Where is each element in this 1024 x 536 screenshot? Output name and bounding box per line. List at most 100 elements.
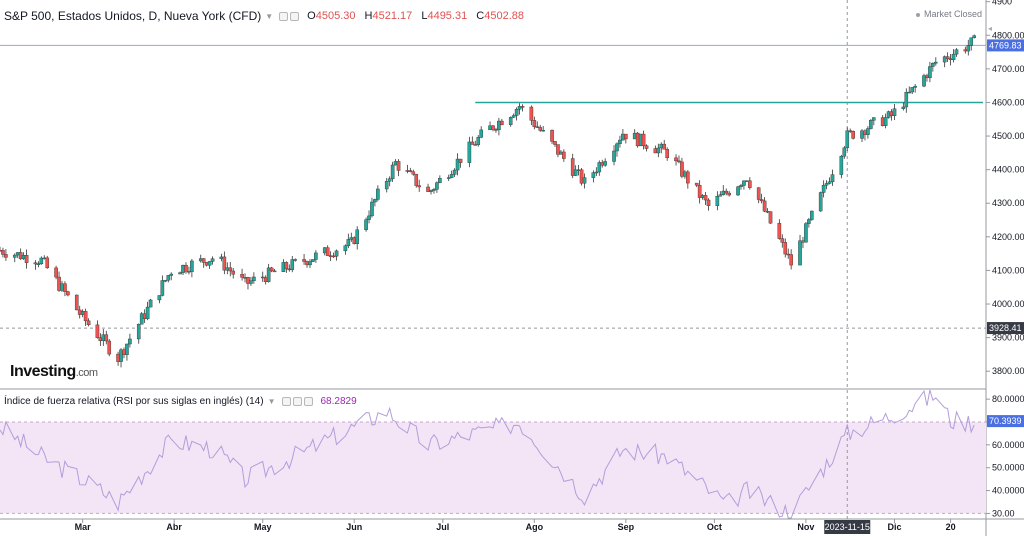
candle-body — [473, 144, 478, 146]
candle-body — [541, 129, 545, 132]
candle-body — [745, 180, 749, 182]
gear-icon[interactable] — [292, 397, 302, 406]
eye-icon[interactable] — [279, 11, 289, 21]
candle-body — [136, 324, 141, 340]
candle-body — [325, 247, 330, 256]
eye-icon[interactable] — [281, 397, 291, 406]
candle-body — [184, 264, 188, 272]
crosshair-date-tag: 2023-11-15 — [825, 522, 870, 532]
candle-body — [736, 186, 740, 196]
candle-body — [104, 334, 109, 342]
candle-body — [910, 87, 914, 93]
candle-body — [700, 195, 705, 198]
candle-body — [178, 272, 182, 275]
candle-body — [597, 162, 602, 173]
price-tick-label: 4600.00 — [992, 97, 1024, 107]
candle-body — [951, 53, 956, 60]
candle-body — [411, 171, 416, 175]
candle-body — [269, 267, 274, 272]
gear-icon[interactable] — [290, 11, 300, 21]
close-label: C — [476, 10, 485, 22]
chevron-down-icon[interactable]: ▼ — [265, 11, 274, 21]
candle-body — [343, 245, 348, 252]
candle-body — [352, 237, 357, 244]
candle-body — [166, 275, 171, 281]
candle-body — [470, 141, 475, 145]
candle-body — [305, 261, 309, 266]
candle-body — [228, 267, 233, 272]
candle-body — [21, 255, 26, 260]
candle-body — [851, 130, 855, 139]
candle-body — [615, 143, 619, 152]
candle-body — [706, 199, 711, 206]
candle-body — [883, 117, 888, 126]
candle-body — [966, 45, 971, 52]
candle-body — [148, 299, 153, 308]
candle-body — [674, 157, 678, 162]
candle-body — [449, 174, 454, 178]
rsi-band — [0, 422, 986, 514]
candle-body — [872, 117, 876, 121]
candle-body — [252, 276, 256, 281]
candle-body — [889, 111, 894, 116]
candle-body — [80, 311, 85, 315]
candle-body — [405, 170, 410, 172]
candle-body — [570, 158, 575, 176]
candle-body — [948, 58, 953, 60]
candle-body — [107, 340, 112, 355]
candle-body — [66, 291, 70, 296]
candle-body — [762, 200, 767, 212]
time-tick-label: Mar — [75, 522, 92, 532]
scale-arrows[interactable]: ◂ — [988, 24, 992, 34]
candle-body — [260, 276, 265, 279]
candle-body — [429, 190, 433, 192]
candle-body — [830, 174, 835, 183]
candle-body — [866, 128, 870, 135]
candle-body — [842, 147, 847, 157]
symbol-title: S&P 500, Estados Unidos, D, Nueva York (… — [4, 9, 262, 23]
candle-body — [125, 343, 129, 355]
candle-body — [163, 280, 168, 282]
candle-body — [818, 192, 823, 212]
candle-body — [491, 125, 495, 130]
candle-body — [739, 185, 743, 188]
price-tick-label: 4400.00 — [992, 165, 1024, 175]
candle-body — [972, 35, 976, 38]
candle-body — [618, 139, 622, 145]
candle-body — [780, 238, 785, 243]
candle-body — [54, 267, 58, 278]
time-tick-label: Abr — [166, 522, 182, 532]
candle-body — [697, 184, 702, 198]
candle-body — [390, 164, 395, 179]
price-tick-label: 3900.00 — [992, 333, 1024, 343]
rsi-tick-label: 50.0000 — [992, 463, 1024, 473]
candle-body — [331, 255, 336, 258]
candles-group — [0, 34, 976, 368]
candle-body — [759, 199, 764, 202]
crosshair-price-tag-bg — [987, 322, 1024, 335]
candle-body — [210, 258, 215, 262]
time-tick-label: Ago — [526, 522, 544, 532]
candle-body — [777, 222, 782, 239]
candle-body — [869, 120, 873, 129]
candle-body — [511, 115, 516, 118]
candle-body — [417, 185, 421, 188]
candle-body — [635, 132, 640, 147]
close-icon[interactable] — [303, 397, 313, 406]
candle-body — [848, 130, 853, 132]
candle-body — [384, 181, 389, 190]
candle-body — [632, 132, 637, 140]
arrow-left-icon[interactable]: ◂ — [988, 24, 993, 33]
market-status-text: Market Closed — [923, 9, 982, 19]
candle-body — [77, 309, 82, 315]
candle-body — [662, 143, 667, 150]
chevron-down-icon[interactable]: ▼ — [267, 397, 276, 406]
rsi-legend: Índice de fuerza relativa (RSI por sus s… — [4, 396, 357, 407]
candle-body — [945, 56, 950, 59]
candle-body — [727, 192, 731, 196]
candle-body — [349, 237, 354, 240]
low-label: L — [421, 10, 428, 22]
status-dot-icon — [915, 12, 920, 17]
